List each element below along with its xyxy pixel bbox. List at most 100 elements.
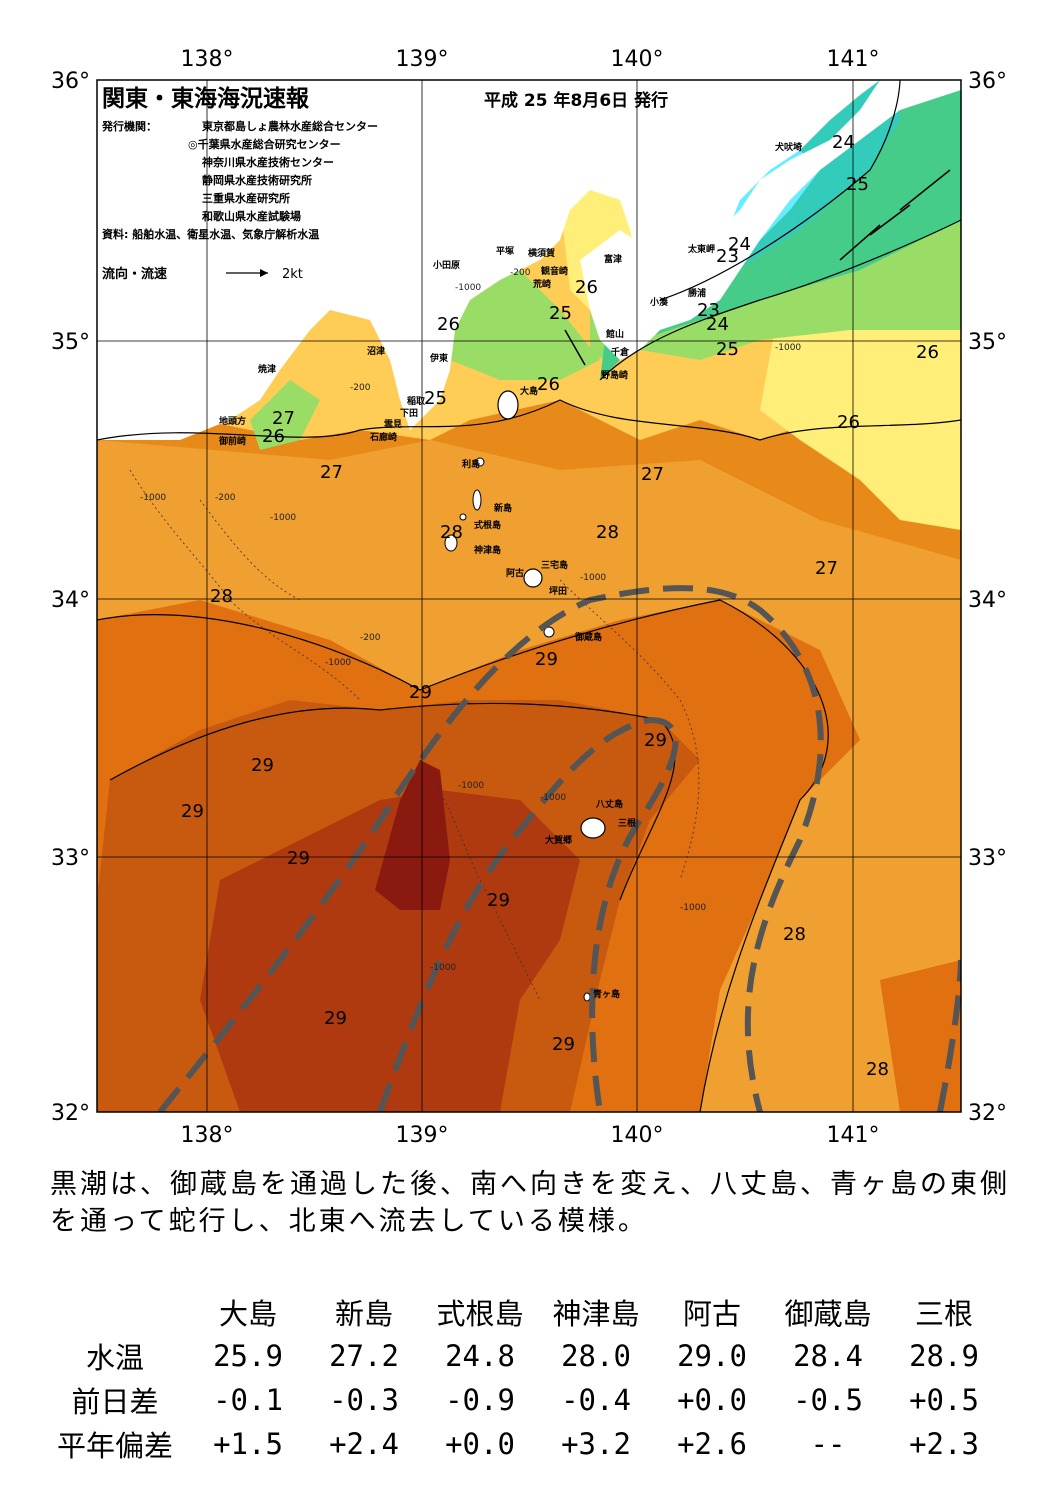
station-header: 大島 (218, 1297, 277, 1331)
lat-tick-right-4: 32° (968, 1101, 1007, 1126)
station-header: 阿古 (682, 1297, 741, 1331)
place-label: 小田原 (432, 259, 460, 271)
table-cell: +2.3 (909, 1427, 979, 1461)
place-label: 犬吠埼 (774, 141, 802, 153)
table-cell: -0.1 (213, 1383, 283, 1417)
table-cell: 28.4 (793, 1339, 863, 1373)
table-row: 水温 25.9 27.2 24.8 28.0 29.0 28.4 28.9 (40, 1334, 1002, 1378)
isotherm-label: 27 (272, 408, 295, 429)
place-label: 青ヶ島 (593, 988, 620, 1000)
station-header: 神津島 (552, 1297, 640, 1331)
zone-27-east (760, 280, 961, 530)
table-cell: -0.9 (445, 1383, 515, 1417)
station-header: 新島 (334, 1297, 393, 1331)
place-label: 沼津 (367, 345, 385, 357)
place-label: 千倉 (611, 346, 630, 358)
depth-label: -1000 (455, 283, 481, 293)
place-label: 伊東 (429, 352, 448, 364)
isotherm-label: 26 (537, 374, 560, 395)
station-header: 三根 (914, 1297, 973, 1331)
lat-tick-left-1: 35° (51, 330, 90, 355)
isotherm-label: 26 (262, 426, 285, 447)
table-cell: 29.0 (677, 1339, 747, 1373)
isotherm-label: 26 (837, 412, 860, 433)
place-label: 勝浦 (688, 287, 706, 299)
table-row: 前日差 -0.1 -0.3 -0.9 -0.4 +0.0 -0.5 +0.5 (40, 1378, 1002, 1422)
flow-legend-value: 2kt (282, 267, 303, 282)
lat-tick-left-0: 36° (51, 69, 90, 94)
island-miyakejima (523, 568, 543, 588)
publisher-5: 和歌山県水産試験場 (202, 209, 301, 223)
depth-label: -1000 (325, 658, 351, 668)
publisher-2: 神奈川県水産技術センター (202, 155, 334, 169)
isotherm-lines (97, 80, 961, 1112)
place-label: 荒崎 (532, 278, 551, 290)
depth-label: -1000 (140, 493, 166, 503)
table-cell: +2.4 (329, 1427, 399, 1461)
depth-labels: -1000 -1000 -200 -1000 -1000 -1000 -1000… (140, 268, 801, 973)
place-label: 大島 (520, 385, 538, 397)
table-cell: +0.0 (445, 1427, 515, 1461)
isotherm-label: 29 (287, 848, 310, 869)
table-row: 平年偏差 +1.5 +2.4 +0.0 +3.2 +2.6 -- +2.3 (40, 1422, 1002, 1466)
lon-tick-bottom-0: 138° (181, 1123, 234, 1148)
table-cell: 24.8 (445, 1339, 515, 1373)
place-label: 阿古 (506, 567, 524, 579)
depth-label: -1000 (430, 963, 456, 973)
island-niijima (472, 489, 482, 511)
depth-label: -200 (360, 633, 381, 643)
row-label: 水温 (85, 1341, 144, 1375)
bathymetry-lines (129, 469, 700, 1001)
table-cell: +1.5 (213, 1427, 283, 1461)
place-labels: 犬吠埼 太東岬 勝浦 小湊 富津 館山 千倉 野島崎 横須賀 観音崎 荒崎 平塚… (218, 141, 802, 1000)
isotherm-label: 27 (320, 462, 343, 483)
zone-29-east (880, 960, 961, 1112)
lat-tick-left-2: 34° (51, 588, 90, 613)
isotherm-label: 25 (716, 339, 739, 360)
lat-tick-right-2: 34° (968, 588, 1007, 613)
table-cell: 28.9 (909, 1339, 979, 1373)
lon-tick-top-2: 140° (611, 47, 664, 72)
summary-text: 黒潮は、御蔵島を通過した後、南へ向きを変え、八丈島、青ヶ島の東側を通って蛇行し、… (50, 1169, 1010, 1237)
isotherm-label: 26 (437, 314, 460, 335)
isotherm-label: 29 (251, 755, 274, 776)
table-cell: +0.5 (909, 1383, 979, 1417)
place-label: 雲見 (384, 418, 402, 430)
isotherm-label: 25 (846, 174, 869, 195)
lat-tick-right-3: 33° (968, 846, 1007, 871)
table-cell: -0.3 (329, 1383, 399, 1417)
row-label: 平年偏差 (56, 1429, 173, 1463)
issue-date: 平成 25 年8月6日 発行 (484, 90, 668, 111)
table-cell: +0.0 (677, 1383, 747, 1417)
lon-tick-top-0: 138° (181, 47, 234, 72)
place-label: 下田 (400, 408, 418, 419)
isotherm-label: 27 (641, 464, 664, 485)
lat-tick-left-3: 33° (51, 846, 90, 871)
isotherm-label: 23 (716, 246, 739, 267)
table-cell: +2.6 (677, 1427, 747, 1461)
isotherm-labels: 24 25 23 24 23 24 26 25 25 26 26 25 26 2… (181, 132, 939, 1080)
place-label: 御蔵島 (574, 631, 602, 643)
map-title: 関東・東海海況速報 (102, 85, 310, 112)
station-header: 御蔵島 (784, 1297, 872, 1331)
isotherm-label: 28 (596, 522, 619, 543)
isotherm-label: 29 (487, 890, 510, 911)
place-label: 坪田 (549, 585, 567, 597)
depth-label: -1000 (458, 781, 484, 791)
depth-label: -1000 (540, 793, 566, 803)
isotherm-label: 29 (644, 730, 667, 751)
table-cell: +3.2 (561, 1427, 631, 1461)
lon-tick-top-1: 139° (396, 47, 449, 72)
row-label: 前日差 (71, 1385, 159, 1419)
isotherm-label: 26 (575, 277, 598, 298)
isotherm-label: 29 (409, 682, 432, 703)
zone-30 (200, 790, 580, 1112)
place-label: 稲取 (407, 395, 426, 407)
observation-table: 大島 新島 式根島 神津島 阿古 御蔵島 三根 水温 25.9 27.2 24.… (40, 1290, 1002, 1466)
table-cell: 28.0 (561, 1339, 631, 1373)
publisher-0: 東京都島しょ農林水産総合センター (202, 119, 378, 133)
place-label: 太東岬 (687, 243, 715, 255)
island-mikurajima (543, 626, 555, 638)
table-corner (40, 1290, 190, 1334)
axis-labels: 138° 139° 140° 141° 138° 139° 140° 141° … (51, 47, 1007, 1148)
